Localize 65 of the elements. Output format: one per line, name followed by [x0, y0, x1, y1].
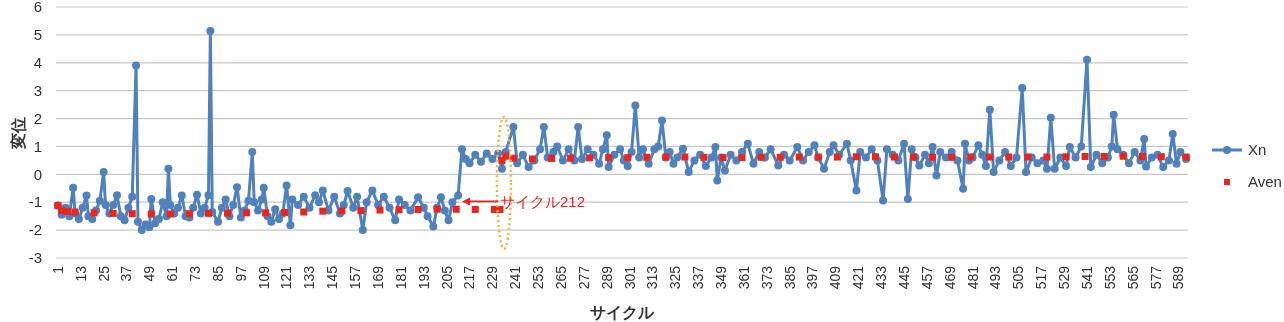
x-tick-label: 121 [278, 265, 295, 290]
x-tick-label: 25 [95, 265, 112, 282]
x-tick-label: 421 [850, 265, 867, 290]
x-tick-label: 325 [667, 265, 684, 290]
legend-label: Aven [1248, 173, 1282, 191]
x-tick-label: 193 [415, 265, 432, 290]
x-tick-label: 493 [987, 265, 1004, 290]
y-tick-label: 5 [33, 26, 42, 44]
x-tick-label: 433 [873, 265, 890, 290]
x-tick-label: 289 [598, 265, 615, 290]
x-tick-label: 85 [209, 265, 226, 282]
x-tick-label: 373 [758, 265, 775, 290]
x-tick-label: 241 [507, 265, 524, 290]
annotation: サイクル212 [500, 192, 586, 210]
x-axis-title: サイクル [590, 304, 655, 321]
x-tick-label: 49 [141, 265, 158, 282]
x-tick-label: 13 [72, 265, 89, 282]
x-tick-label: 229 [484, 265, 501, 290]
y-tick-label: 3 [33, 81, 42, 99]
x-tick-label: 265 [552, 265, 569, 290]
y-tick-label: -3 [28, 249, 42, 267]
x-tick-label: 97 [232, 265, 249, 282]
x-tick-label: 133 [301, 265, 318, 290]
x-tick-label: 253 [530, 265, 547, 290]
x-tick-label: 481 [964, 265, 981, 290]
x-tick-label: 73 [187, 265, 204, 282]
x-tick-label: 409 [827, 265, 844, 290]
y-tick-label: -2 [28, 221, 42, 239]
y-tick-label: 6 [33, 0, 42, 16]
y-tick-label: 4 [33, 54, 42, 72]
legend-label: Xn [1248, 141, 1267, 159]
x-tick-label: 109 [255, 265, 272, 290]
x-tick-label: 313 [644, 265, 661, 290]
x-tick-label: 541 [1078, 265, 1095, 290]
x-tick-label: 457 [918, 265, 935, 290]
x-tick-label: 565 [1124, 265, 1141, 290]
x-tick-label: 61 [164, 265, 181, 282]
x-tick-label: 397 [804, 265, 821, 290]
x-tick-label: 589 [1170, 265, 1187, 290]
x-tick-label: 301 [621, 265, 638, 290]
x-tick-label: 181 [392, 265, 409, 290]
x-tick-label: 553 [1101, 265, 1118, 290]
x-tick-label: 349 [713, 265, 729, 290]
x-tick-label: 469 [941, 265, 958, 290]
x-tick-label: 385 [781, 265, 798, 290]
x-tick-label: 445 [895, 265, 912, 290]
x-tick-label: 505 [1010, 265, 1027, 290]
x-tick-label: 157 [347, 265, 364, 290]
x-tick-label: 145 [324, 265, 341, 290]
y-tick-label: 1 [33, 137, 42, 155]
x-tick-label: 169 [369, 265, 386, 290]
y-axis-title: 変位 [8, 116, 27, 150]
x-tick-label: 37 [118, 265, 135, 282]
x-tick-label: 205 [438, 265, 455, 290]
x-tick-label: 337 [690, 265, 707, 290]
x-tick-label: 1 [49, 265, 66, 274]
x-tick-label: 529 [1056, 265, 1073, 290]
x-tick-label: 217 [461, 265, 478, 290]
y-tick-label: 0 [33, 165, 42, 183]
x-tick-label: 517 [1033, 265, 1050, 290]
x-tick-label: 277 [575, 265, 592, 290]
x-tick-label: 577 [1147, 265, 1164, 290]
y-tick-label: 2 [33, 109, 42, 127]
y-tick-label: -1 [28, 193, 42, 211]
x-tick-label: 361 [735, 265, 752, 290]
